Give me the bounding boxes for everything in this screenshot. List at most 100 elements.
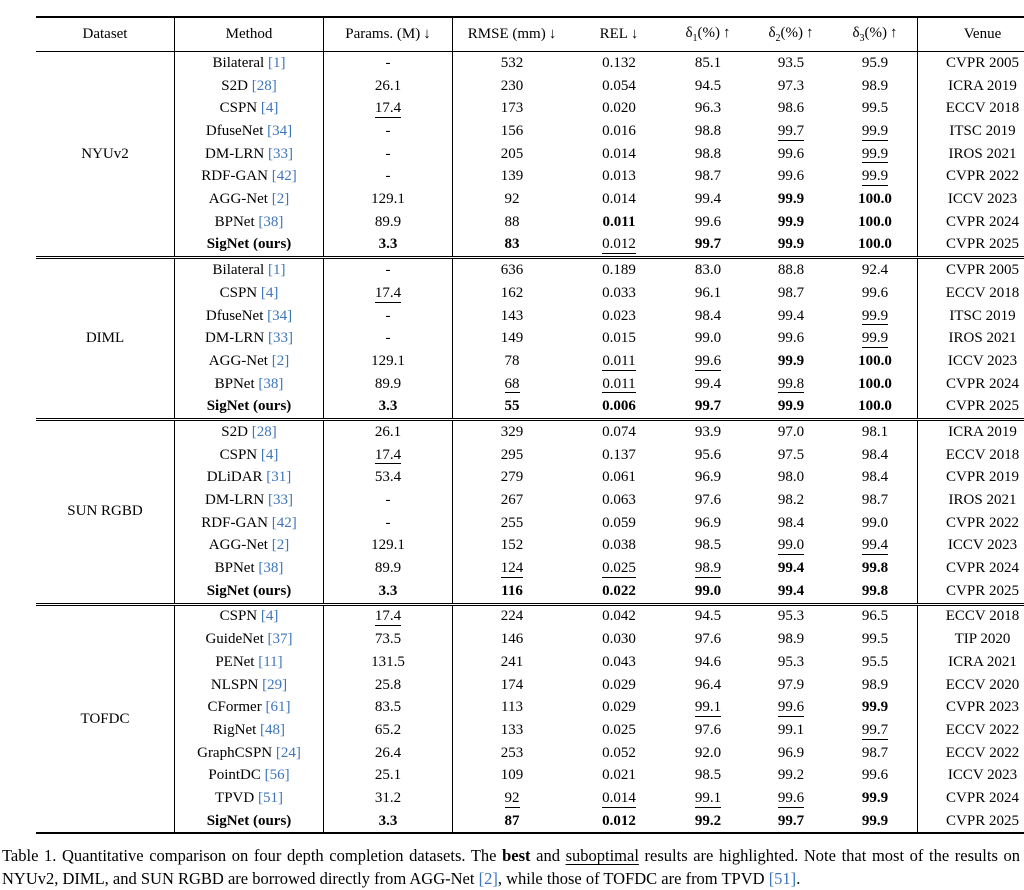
metric-cell: 0.011 xyxy=(571,350,667,373)
metric-value: 0.063 xyxy=(602,492,636,508)
citation-link[interactable]: [4] xyxy=(261,608,279,624)
metric-value: 98.5 xyxy=(695,537,721,553)
citation-link[interactable]: [51] xyxy=(769,869,797,888)
metric-cell: 146 xyxy=(453,628,572,651)
caption-text: and xyxy=(531,846,566,865)
citation-link[interactable]: [2] xyxy=(272,353,290,369)
method-cell: SigNet (ours) xyxy=(175,810,324,834)
citation-link[interactable]: [4] xyxy=(261,100,279,116)
citation-link[interactable]: [34] xyxy=(267,308,292,324)
method-cell: DfuseNet [34] xyxy=(175,120,324,143)
venue-cell: CVPR 2022 xyxy=(918,165,1024,188)
citation-link[interactable]: [38] xyxy=(258,560,283,576)
citation-link[interactable]: [37] xyxy=(268,631,293,647)
metric-cell: 93.9 xyxy=(667,420,749,444)
metric-value: 98.6 xyxy=(778,100,804,116)
metric-cell: 93.5 xyxy=(749,52,833,75)
column-label: Dataset xyxy=(83,26,128,42)
metric-value: 99.6 xyxy=(862,767,888,783)
metric-cell: 3.3 xyxy=(324,234,453,258)
citation-link[interactable]: [33] xyxy=(268,330,293,346)
citation-link[interactable]: [2] xyxy=(272,191,290,207)
citation-link[interactable]: [38] xyxy=(258,376,283,392)
metric-cell: 95.3 xyxy=(749,604,833,628)
metric-value: 95.9 xyxy=(862,55,888,71)
metric-cell: 100.0 xyxy=(833,211,918,234)
metric-value: 0.043 xyxy=(602,654,636,670)
citation-link[interactable]: [42] xyxy=(272,168,297,184)
citation-link[interactable]: [34] xyxy=(267,123,292,139)
metric-cell: 96.9 xyxy=(749,742,833,765)
metric-cell: 99.8 xyxy=(833,580,918,604)
citation-link[interactable]: [28] xyxy=(252,78,277,94)
metric-cell: 0.012 xyxy=(571,810,667,834)
citation-link[interactable]: [48] xyxy=(260,722,285,738)
table-caption: Table 1. Quantitative comparison on four… xyxy=(2,845,1020,890)
citation-link[interactable]: [4] xyxy=(261,285,279,301)
metric-value: 255 xyxy=(501,515,524,531)
metric-cell: 0.054 xyxy=(571,75,667,98)
metric-cell: 97.6 xyxy=(667,489,749,512)
metric-cell: 0.189 xyxy=(571,258,667,282)
citation-link[interactable]: [24] xyxy=(276,745,301,761)
metric-cell: 131.5 xyxy=(324,651,453,674)
citation-link[interactable]: [4] xyxy=(261,447,279,463)
metric-cell: 98.1 xyxy=(833,420,918,444)
citation-link[interactable]: [2] xyxy=(479,869,498,888)
metric-value: 100.0 xyxy=(858,353,892,369)
metric-cell: 99.9 xyxy=(833,143,918,166)
citation-link[interactable]: [2] xyxy=(272,537,290,553)
metric-value: 0.012 xyxy=(602,237,636,254)
metric-cell: 133 xyxy=(453,719,572,742)
citation-link[interactable]: [1] xyxy=(268,55,286,71)
citation-link[interactable]: [33] xyxy=(268,146,293,162)
metric-cell: 99.6 xyxy=(749,787,833,810)
metric-cell: 97.0 xyxy=(749,420,833,444)
metric-value: 93.5 xyxy=(778,55,804,71)
column-label: δ1(%) xyxy=(685,25,720,41)
citation-link[interactable]: [33] xyxy=(268,492,293,508)
metric-value: - xyxy=(386,146,391,162)
metric-value: 26.1 xyxy=(375,424,401,440)
metric-cell: 96.3 xyxy=(667,97,749,120)
citation-link[interactable]: [61] xyxy=(265,699,290,715)
metric-cell: 99.7 xyxy=(667,234,749,258)
method-cell: RDF-GAN [42] xyxy=(175,512,324,535)
citation-link[interactable]: [31] xyxy=(266,469,291,485)
citation-link[interactable]: [42] xyxy=(272,515,297,531)
metric-value: 173 xyxy=(501,100,524,116)
metric-value: 100.0 xyxy=(858,214,892,230)
method-name: GuideNet xyxy=(205,631,263,647)
method-name: RDF-GAN xyxy=(201,168,268,184)
metric-value: 99.9 xyxy=(862,790,888,806)
citation-link[interactable]: [38] xyxy=(258,214,283,230)
metric-value: 0.021 xyxy=(602,767,636,783)
metric-cell: 173 xyxy=(453,97,572,120)
metric-cell: 100.0 xyxy=(833,234,918,258)
citation-link[interactable]: [56] xyxy=(265,767,290,783)
citation-link[interactable]: [28] xyxy=(252,424,277,440)
column-header-d1: δ1(%)↑ xyxy=(667,17,749,52)
metric-value: 99.9 xyxy=(778,214,804,230)
metric-cell: 0.011 xyxy=(571,373,667,396)
metric-value: 94.6 xyxy=(695,654,721,670)
citation-link[interactable]: [1] xyxy=(268,262,286,278)
metric-value: 241 xyxy=(501,654,524,670)
metric-value: 95.3 xyxy=(778,654,804,670)
citation-link[interactable]: [29] xyxy=(262,677,287,693)
metric-value: 0.011 xyxy=(603,214,636,230)
metric-value: 99.5 xyxy=(862,631,888,647)
metric-value: 99.1 xyxy=(695,791,721,808)
citation-link[interactable]: [11] xyxy=(258,654,282,670)
metric-value: 129.1 xyxy=(371,537,405,553)
venue-cell: CVPR 2005 xyxy=(918,258,1024,282)
metric-cell: 267 xyxy=(453,489,572,512)
metric-cell: 0.015 xyxy=(571,327,667,350)
metric-cell: 99.0 xyxy=(833,512,918,535)
metric-cell: 78 xyxy=(453,350,572,373)
metric-cell: 99.6 xyxy=(667,211,749,234)
citation-link[interactable]: [51] xyxy=(258,790,283,806)
metric-cell: 98.9 xyxy=(833,75,918,98)
metric-value: 98.7 xyxy=(778,285,804,301)
